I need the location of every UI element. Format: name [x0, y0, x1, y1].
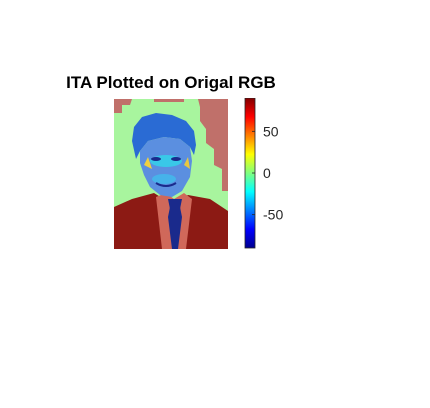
- region-tie: [168, 207, 182, 249]
- eye-left: [151, 157, 161, 161]
- face-highlight-2: [152, 174, 176, 184]
- region-background-edges-left: [114, 99, 132, 113]
- face-highlight: [150, 155, 182, 167]
- face-warm-highlight: [144, 157, 152, 169]
- ita-heatmap-image: [114, 99, 228, 249]
- colorbar-tick-label: 0: [263, 165, 271, 181]
- face-warm-highlight-2: [184, 157, 190, 169]
- mouth: [155, 182, 177, 187]
- region-background-edges-top: [154, 99, 184, 102]
- eye-right: [171, 157, 181, 161]
- colorbar-tick-label: -50: [263, 207, 283, 223]
- chart-title: ITA Plotted on Origal RGB: [66, 73, 276, 92]
- region-tie-knot: [168, 199, 182, 209]
- colorbar-tick-label: 50: [263, 123, 279, 139]
- colorbar: 50 0 -50: [244, 98, 283, 249]
- region-hair: [132, 113, 196, 159]
- colorbar-ticks: 50 0 -50: [252, 123, 283, 223]
- region-background-edges: [198, 99, 228, 191]
